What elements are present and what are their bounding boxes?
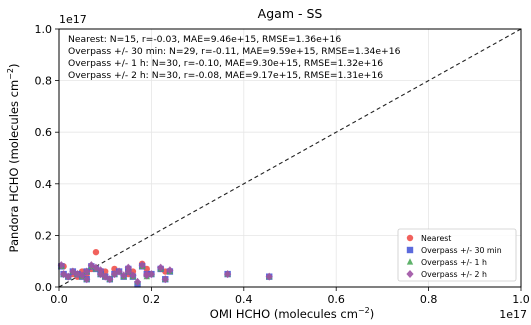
data-point-diamond (64, 272, 72, 281)
data-points (57, 248, 273, 288)
data-point-diamond (57, 261, 65, 270)
legend-marker-square (406, 246, 414, 254)
y-tick-label: 0.0 (35, 281, 53, 294)
x-tick-label: 0.2 (143, 293, 161, 306)
legend-label: Overpass +/- 2 h (421, 270, 487, 279)
data-point-diamond (129, 271, 137, 280)
x-axis-title-main: OMI HCHO (molecules cm (210, 307, 358, 321)
data-point-diamond (92, 263, 100, 272)
data-point-diamond (73, 270, 82, 279)
data-point-diamond (157, 263, 165, 272)
y-axis-title-end: ) (7, 64, 21, 69)
legend-label: Nearest (421, 234, 451, 243)
data-point-diamond (115, 267, 123, 276)
data-point-diamond (161, 275, 169, 284)
data-point-diamond (265, 272, 273, 281)
data-point-diamond (96, 270, 105, 279)
x-axis-title: OMI HCHO (molecules cm−2) (210, 306, 374, 321)
x-tick-label: 1.0 (512, 293, 530, 306)
stat-line: Nearest: N=15, r=-0.03, MAE=9.46e+15, RM… (68, 34, 341, 45)
data-point-diamond (83, 275, 91, 284)
data-point-circle (92, 248, 100, 256)
legend-items: Nearest Overpass +/- 30 min Overpass +/- 1… (406, 234, 502, 279)
x-axis-title-end: ) (370, 307, 375, 321)
y-tick-label: 1.0 (35, 23, 53, 36)
stat-line: Overpass +/- 1 h: N=30, r=-0.10, MAE=9.3… (68, 58, 383, 69)
x-tick-label: 0.4 (235, 293, 253, 306)
x-axis-title-sup: −2 (358, 306, 370, 315)
data-point-diamond (69, 267, 77, 276)
y-tick-label: 0.2 (35, 229, 53, 242)
y-axis-title: Pandora HCHO (molecules cm−2) (6, 64, 21, 253)
data-point-diamond (138, 261, 146, 270)
y-tick-label: 0.8 (35, 75, 53, 88)
data-point-diamond (124, 263, 132, 272)
y-tick-label: 0.4 (35, 178, 53, 191)
legend-marker-diamond (406, 270, 414, 278)
stat-line: Overpass +/- 30 min: N=29, r=-0.11, MAE=… (68, 46, 401, 57)
x-tick-label: 0.6 (327, 293, 345, 306)
y-tick-label: 0.6 (35, 126, 53, 139)
legend-box (397, 228, 517, 282)
x-tick-label: 0.0 (50, 293, 68, 306)
legend: Nearest Overpass +/- 30 min Overpass +/- 1… (397, 228, 517, 282)
stat-line: Overpass +/- 2 h: N=30, r=-0.08, MAE=9.1… (68, 70, 383, 81)
legend-marker-triangle (406, 258, 414, 265)
legend-label: Overpass +/- 30 min (421, 246, 502, 255)
axis-ticks: 0.0 0.2 0.4 0.6 0.8 1.0 0.0 0.2 0.4 0.6 0.8 1.0 (35, 23, 530, 306)
legend-label: Overpass +/- 1 h (421, 258, 487, 267)
y-axis-title-sup: −2 (6, 68, 15, 80)
plot-frame (58, 28, 522, 288)
y-axis-title-main: Pandora HCHO (molecules cm (7, 80, 21, 253)
legend-marker-circle (406, 234, 414, 242)
statistics-annotation: Nearest: N=15, r=-0.03, MAE=9.46e+15, RM… (68, 34, 401, 81)
data-point-diamond (120, 271, 128, 280)
data-point-diamond (143, 271, 151, 280)
y-offset-text: 1e17 (59, 13, 87, 26)
x-offset-text: 1e17 (499, 308, 527, 321)
data-point-diamond (83, 267, 91, 276)
x-tick-label: 0.8 (420, 293, 438, 306)
chart-title: Agam - SS (258, 6, 323, 21)
data-point-diamond (224, 270, 232, 279)
data-point-diamond (106, 275, 114, 284)
data-point-diamond (166, 266, 174, 275)
data-point-diamond (133, 277, 142, 286)
